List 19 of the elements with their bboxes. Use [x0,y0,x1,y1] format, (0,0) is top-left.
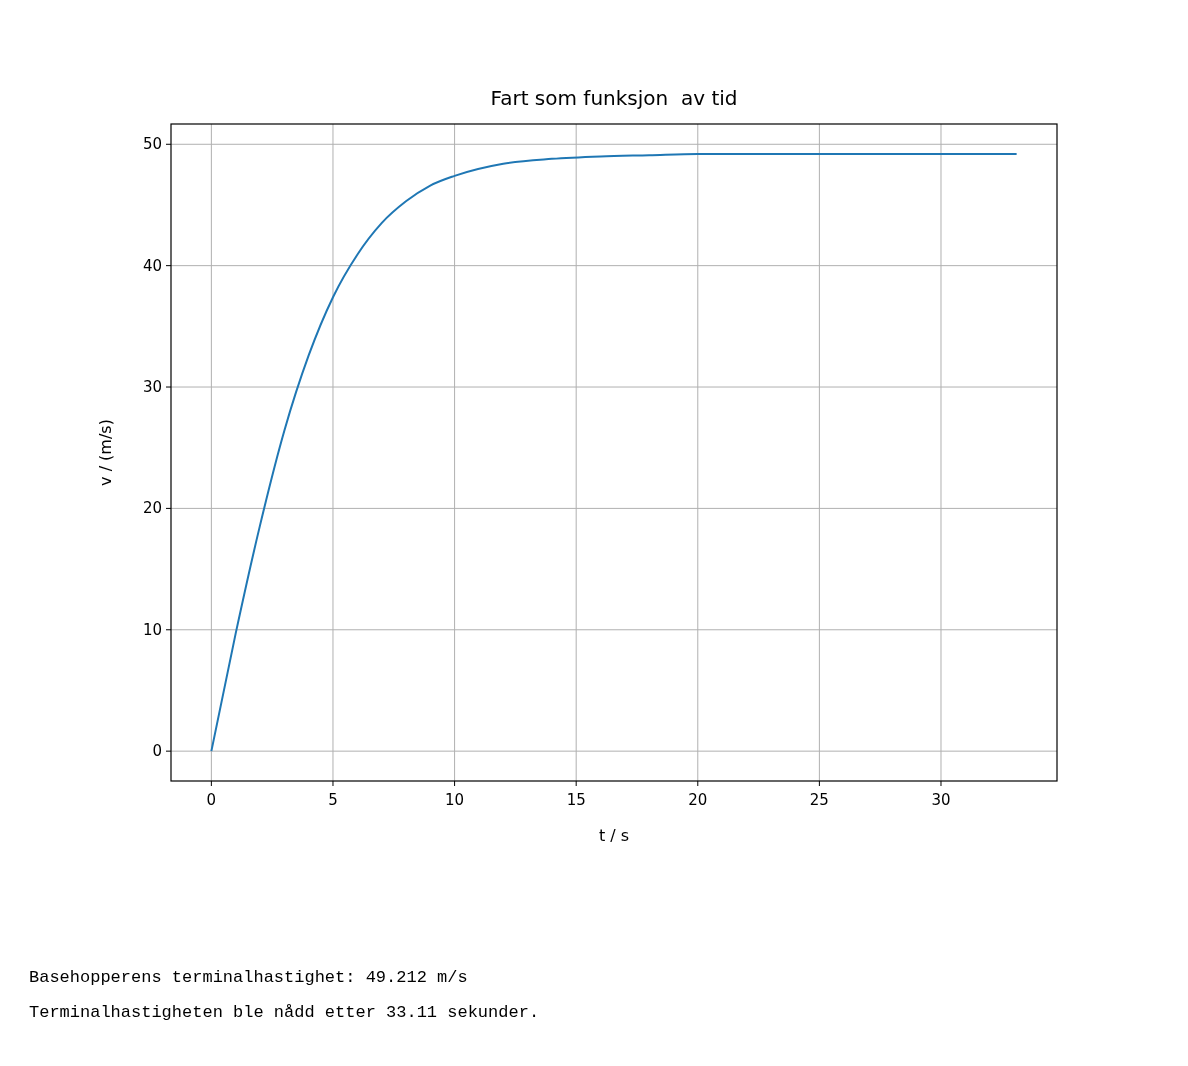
x-tick-label: 25 [809,791,829,809]
y-tick-label: 20 [142,499,162,518]
x-tick-label: 30 [931,791,951,809]
line-series [210,152,1018,753]
y-tick-label: 0 [152,742,162,761]
x-tick-label: 20 [688,791,708,809]
x-axis-title: t / s [598,826,630,845]
y-tick-label: 30 [142,378,162,397]
y-tick-label: 40 [142,256,162,275]
x-tick-label: 5 [328,791,338,809]
x-tick-label: 15 [566,791,586,809]
y-tick-label: 50 [142,135,162,154]
x-tick-label: 10 [445,791,465,809]
y-tick-label: 10 [142,620,162,639]
chart-title: Fart som funksjon av tid [490,86,738,110]
x-tick-label: 0 [206,791,217,809]
y-axis-title: v / (m/s) [96,419,115,486]
text: Basehopperens terminalhastighet: 49.212 m/s [29,968,468,987]
text: Terminalhastigheten ble nådd etter 33.11 sekunder. [29,1003,540,1022]
